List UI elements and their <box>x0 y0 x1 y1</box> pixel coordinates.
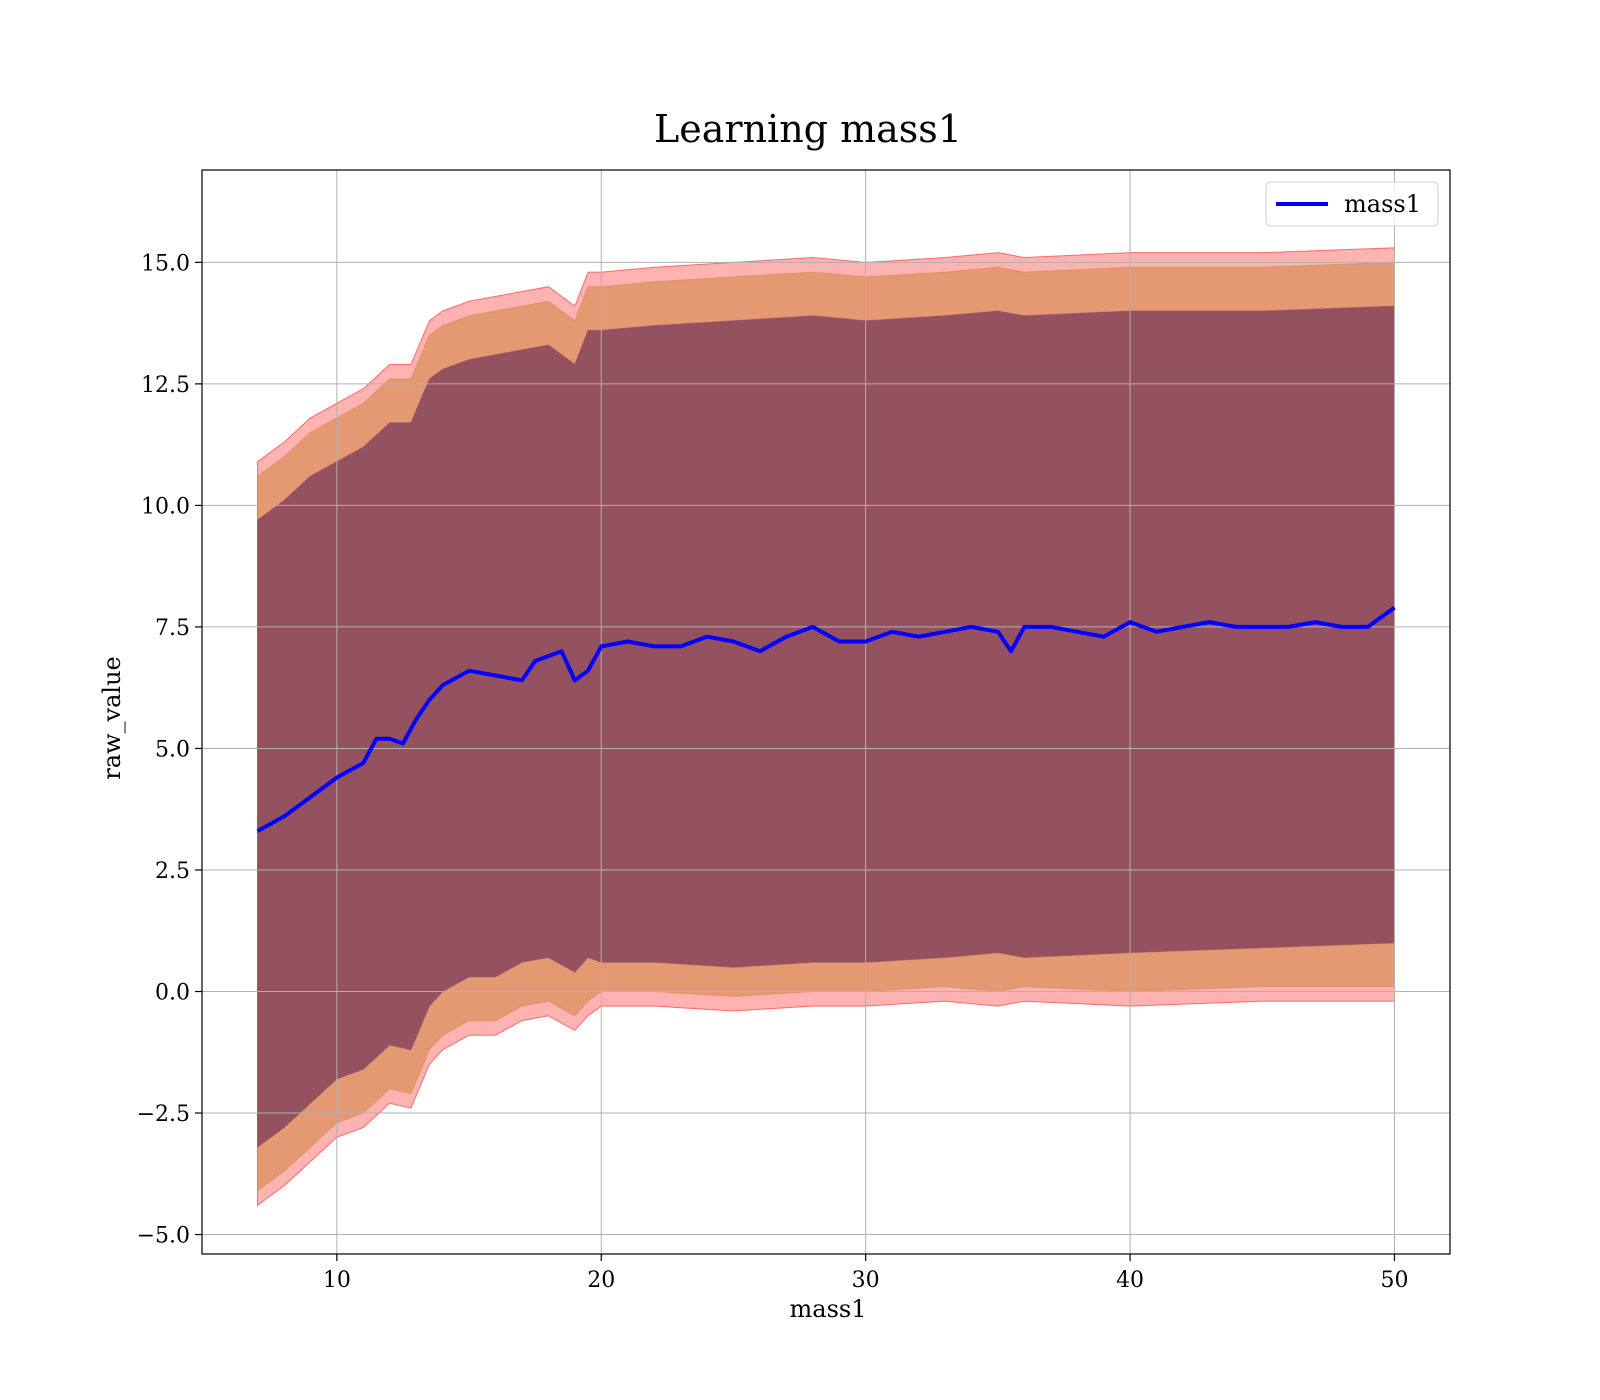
x-tick-label: 30 <box>852 1268 880 1293</box>
y-tick-label: 5.0 <box>155 737 190 762</box>
y-tick-label: −5.0 <box>137 1224 190 1249</box>
y-tick-label: 12.5 <box>141 373 190 398</box>
y-tick-label: −2.5 <box>137 1102 190 1127</box>
x-tick-label: 20 <box>587 1268 615 1293</box>
y-tick-label: 10.0 <box>141 494 190 519</box>
x-axis-label: mass1 <box>790 1295 867 1323</box>
legend-box <box>1265 181 1439 227</box>
plot-area: 10 20 30 40 50 −5.0 −2.5 0.0 2.5 5.0 7.5 10.0 12.5 15… <box>137 169 1451 1293</box>
y-tick-label: 2.5 <box>155 859 190 884</box>
y-tick-label: 15.0 <box>141 251 190 276</box>
y-axis-label: raw_value <box>98 656 126 780</box>
y-tick-label: 7.5 <box>155 616 190 641</box>
x-tick-label: 40 <box>1116 1268 1144 1293</box>
legend-label-mass1: mass1 <box>1344 190 1421 218</box>
x-tick-label: 10 <box>323 1268 351 1293</box>
series-line-mass1 <box>256 605 1396 833</box>
chart-title: Learning mass1 <box>654 107 962 151</box>
y-tick-label: 0.0 <box>155 981 190 1006</box>
x-tick-label: 50 <box>1380 1268 1408 1293</box>
plot-frame <box>201 169 1451 1255</box>
